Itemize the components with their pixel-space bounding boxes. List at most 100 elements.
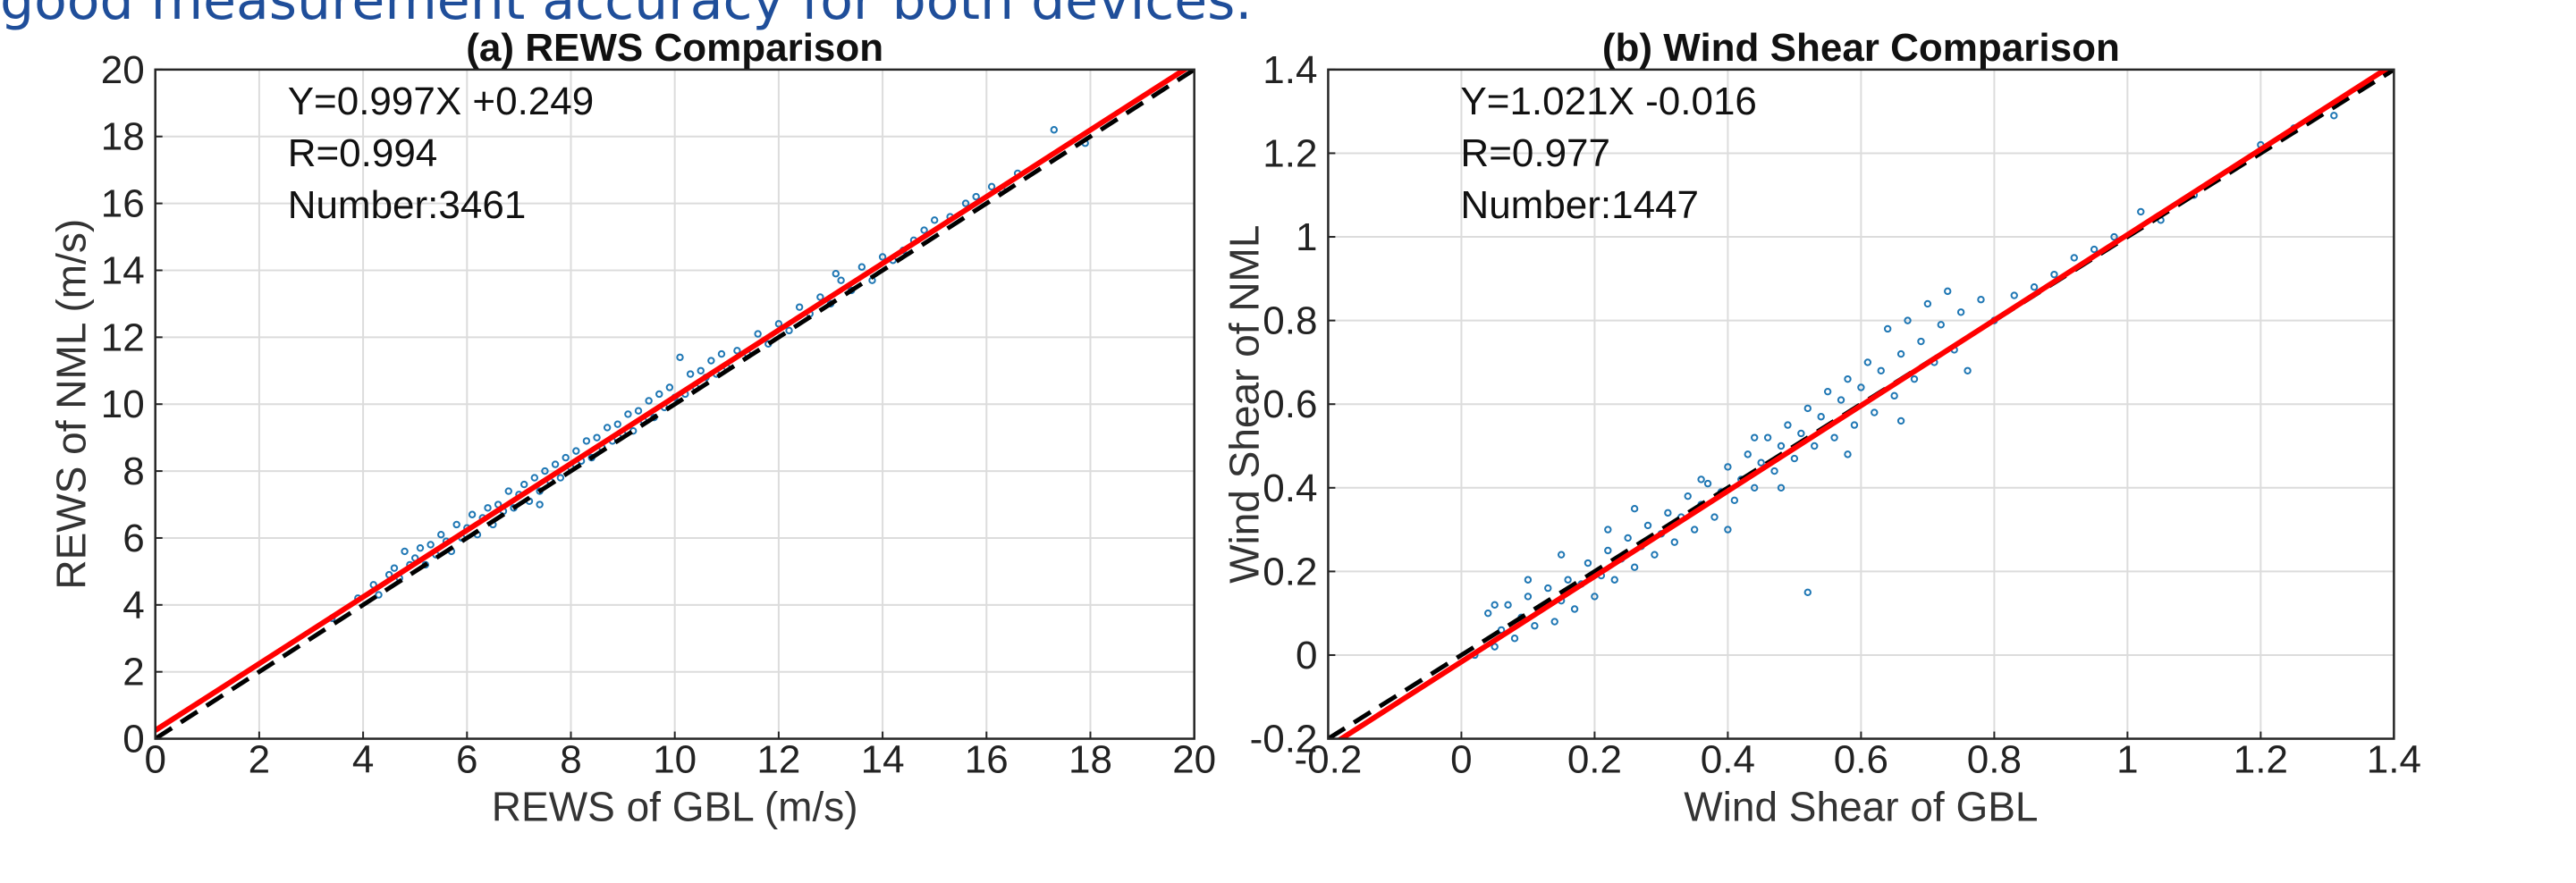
data-point xyxy=(1651,551,1659,559)
data-point xyxy=(437,531,445,539)
x-tick-label: -0.2 xyxy=(1295,738,1363,782)
annotation-text: Y=1.021X -0.016 xyxy=(1460,80,1756,123)
y-tick-label: 1.2 xyxy=(1263,131,1317,175)
data-point xyxy=(1850,421,1859,429)
data-point xyxy=(795,303,804,311)
y-tick-label: 1 xyxy=(1296,215,1317,259)
data-point xyxy=(1630,563,1639,571)
data-point xyxy=(1803,404,1812,413)
x-tick-label: 16 xyxy=(965,738,1009,782)
data-point xyxy=(551,460,560,468)
data-point xyxy=(1604,546,1612,555)
y-tick-label: 0 xyxy=(1296,634,1317,677)
data-point xyxy=(1917,337,1925,346)
data-point xyxy=(1724,526,1732,534)
data-point xyxy=(1784,421,1792,429)
y-tick-label: 16 xyxy=(101,182,145,226)
data-point xyxy=(520,480,528,489)
data-point xyxy=(468,510,477,518)
data-point xyxy=(1937,321,1945,329)
data-point xyxy=(2137,207,2145,216)
x-tick-label: 10 xyxy=(653,738,697,782)
data-point xyxy=(1896,349,1905,358)
data-point xyxy=(665,383,674,391)
data-point xyxy=(987,182,996,191)
data-point xyxy=(1811,442,1819,450)
data-point xyxy=(1710,513,1719,521)
x-tick-label: 14 xyxy=(861,738,905,782)
data-point xyxy=(1584,559,1592,568)
data-point xyxy=(1944,287,1952,296)
x-tick-label: 12 xyxy=(756,738,800,782)
data-point xyxy=(1604,526,1612,534)
y-tick-label: 2 xyxy=(122,651,144,694)
x-tick-label: 1 xyxy=(2116,738,2138,782)
x-tick-label: 0 xyxy=(144,738,165,782)
x-tick-label: 0.2 xyxy=(1567,738,1622,782)
data-point xyxy=(1630,504,1639,513)
data-point xyxy=(541,467,549,475)
data-point xyxy=(754,330,762,338)
x-axis-label: Wind Shear of GBL xyxy=(1684,784,2038,830)
y-tick-label: 0.6 xyxy=(1263,383,1317,426)
data-point xyxy=(1491,643,1499,651)
data-point xyxy=(1770,467,1778,475)
data-point xyxy=(390,564,399,572)
data-point xyxy=(401,547,409,556)
data-point xyxy=(930,216,939,224)
data-point xyxy=(1524,576,1533,584)
data-point xyxy=(582,437,591,445)
data-point xyxy=(1497,626,1506,635)
y-tick-label: 6 xyxy=(122,517,144,560)
x-tick-label: 6 xyxy=(456,738,477,782)
data-point xyxy=(1890,391,1898,400)
data-point xyxy=(1491,601,1499,610)
x-tick-label: 2 xyxy=(249,738,270,782)
data-point xyxy=(1750,433,1759,442)
data-point xyxy=(686,370,695,378)
data-point xyxy=(530,474,539,482)
data-point xyxy=(1610,576,1618,584)
x-tick-label: 1.4 xyxy=(2367,738,2421,782)
data-point xyxy=(1531,622,1539,630)
data-point xyxy=(1896,416,1905,425)
data-point xyxy=(857,263,866,271)
scatter-points xyxy=(1471,112,2338,660)
chart-panel-1: -0.2 0 0.2 0.4 0.6 0.8 1 1.2 1.4 -0.2 0 0.2 0.4 0.6 0.… xyxy=(1220,26,2421,830)
data-point xyxy=(593,433,601,442)
data-point xyxy=(1857,383,1865,391)
data-point xyxy=(1730,496,1739,505)
data-point xyxy=(920,226,928,234)
data-point xyxy=(1564,576,1572,584)
x-tick-label: 4 xyxy=(352,738,374,782)
data-point xyxy=(816,293,824,301)
data-point xyxy=(1690,526,1699,534)
data-point xyxy=(676,353,684,362)
data-point xyxy=(2070,254,2078,262)
data-point xyxy=(961,199,970,207)
y-tick-label: 8 xyxy=(122,450,144,493)
data-point xyxy=(1703,479,1712,488)
reference-line-1to1 xyxy=(1328,69,2394,739)
chart-title: (b) Wind Shear Comparison xyxy=(1602,26,2120,70)
x-tick-label: 18 xyxy=(1068,738,1112,782)
data-point xyxy=(1803,588,1812,596)
data-point xyxy=(1757,458,1765,467)
data-point xyxy=(2330,112,2338,120)
data-point xyxy=(1956,308,1965,316)
data-point xyxy=(878,253,887,261)
data-point xyxy=(1591,593,1599,601)
y-tick-label: 12 xyxy=(101,315,145,359)
y-tick-label: 20 xyxy=(101,48,145,92)
data-point xyxy=(717,349,726,358)
x-tick-label: 8 xyxy=(560,738,581,782)
data-point xyxy=(837,276,845,284)
data-point xyxy=(1750,484,1759,492)
data-point xyxy=(613,420,621,428)
x-tick-label: 0.6 xyxy=(1834,738,1888,782)
fit-line xyxy=(155,69,1190,733)
data-point xyxy=(375,591,383,599)
data-point xyxy=(1510,635,1519,643)
y-tick-label: 14 xyxy=(101,248,145,292)
